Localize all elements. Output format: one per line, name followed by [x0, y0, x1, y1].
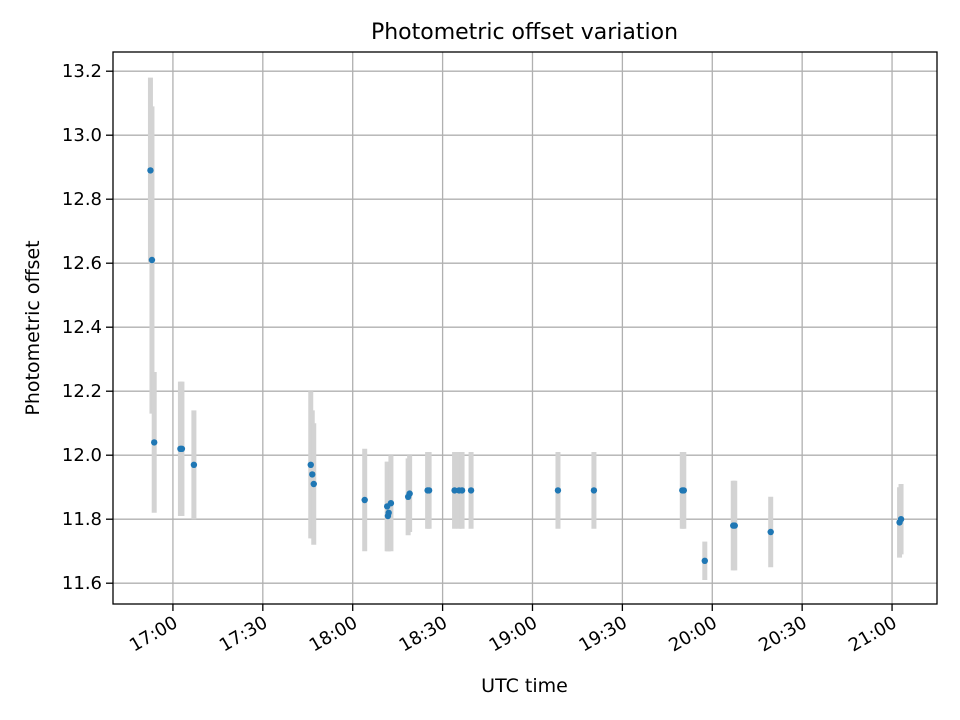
y-tick-label: 12.2: [62, 381, 102, 402]
data-point: [451, 487, 458, 494]
y-tick-label: 12.8: [62, 189, 102, 210]
y-axis: 11.6 11.8 12.0 12.2 12.4 12.6 12.8 13.0 13.2: [62, 61, 113, 594]
data-point: [307, 461, 314, 468]
data-point: [767, 528, 774, 536]
data-points: [147, 167, 905, 564]
data-point: [178, 445, 186, 452]
data-point: [148, 256, 156, 264]
data-point: [467, 487, 475, 494]
y-tick-label: 13.0: [62, 125, 102, 146]
data-point: [309, 471, 316, 478]
data-point: [458, 487, 466, 494]
data-point: [680, 487, 688, 494]
y-axis-label: Photometric offset: [22, 240, 44, 415]
data-point: [731, 522, 738, 529]
data-point: [406, 490, 413, 497]
chart-title: Photometric offset variation: [371, 20, 678, 45]
data-point: [897, 516, 905, 523]
x-axis-label: UTC time: [481, 675, 568, 697]
data-point: [190, 461, 198, 468]
y-tick-label: 12.0: [62, 445, 102, 466]
data-point: [147, 167, 154, 174]
data-point: [387, 500, 395, 507]
y-tick-label: 11.6: [62, 573, 102, 594]
y-tick-label: 12.6: [62, 253, 102, 274]
y-tick-label: 12.4: [62, 317, 102, 338]
data-point: [385, 509, 392, 516]
data-point: [361, 496, 368, 504]
data-point: [701, 557, 708, 564]
data-point: [151, 439, 158, 446]
y-tick-label: 13.2: [62, 61, 102, 82]
plot-frame: [112, 51, 938, 605]
grid: [113, 52, 937, 604]
data-point: [590, 487, 598, 494]
y-tick-label: 11.8: [62, 509, 102, 530]
data-point: [425, 487, 433, 494]
data-point: [310, 480, 317, 488]
data-point: [554, 487, 562, 494]
